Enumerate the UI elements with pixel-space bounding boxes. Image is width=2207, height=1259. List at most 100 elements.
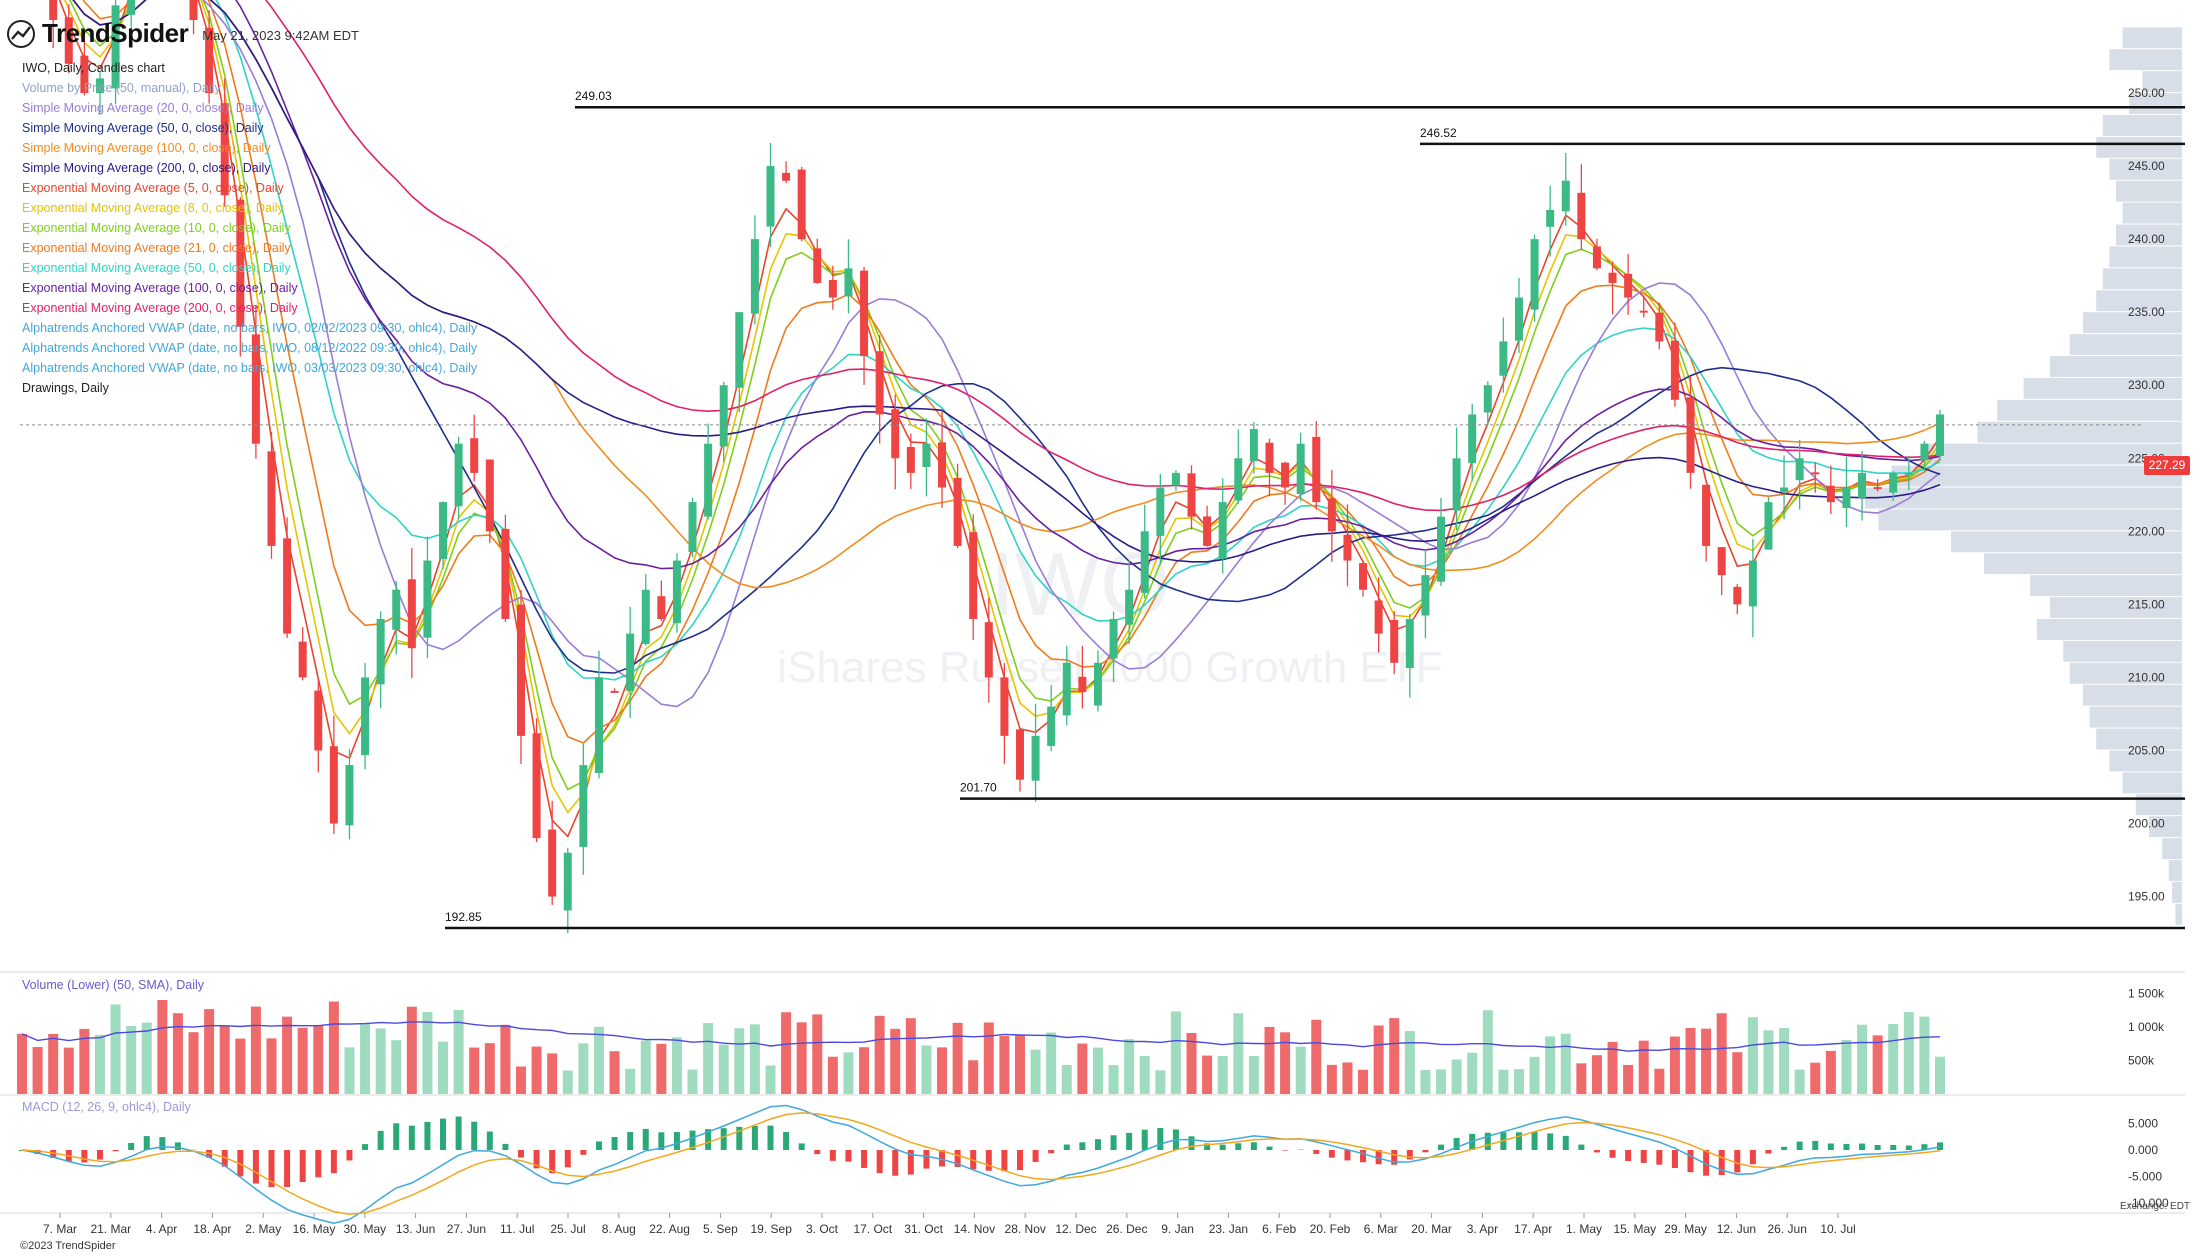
volume-bar bbox=[1482, 1010, 1493, 1094]
vbp-bin bbox=[1891, 465, 2182, 487]
volume-bar bbox=[250, 1006, 261, 1094]
legend-item[interactable]: Exponential Moving Average (50, 0, close… bbox=[22, 261, 291, 275]
vbp-bin bbox=[2089, 706, 2182, 728]
level-label: 201.70 bbox=[960, 781, 997, 795]
macd-histogram-bar bbox=[1110, 1135, 1117, 1150]
candle-body bbox=[1702, 484, 1711, 546]
date-tick-label: 7. Mar bbox=[43, 1222, 77, 1236]
volume-bar bbox=[937, 1047, 948, 1094]
volume-bar bbox=[1825, 1050, 1836, 1094]
candle-body bbox=[766, 166, 775, 227]
volume-bar bbox=[1560, 1033, 1571, 1094]
macd-histogram-bar bbox=[471, 1121, 478, 1150]
volume-bar bbox=[79, 1028, 90, 1094]
volume-bar bbox=[1217, 1056, 1228, 1094]
legend-item[interactable]: Exponential Moving Average (100, 0, clos… bbox=[22, 281, 298, 295]
macd-histogram-bar bbox=[1141, 1129, 1148, 1150]
vbp-bin bbox=[2122, 27, 2182, 49]
legend-item[interactable]: Simple Moving Average (20, 0, close), Da… bbox=[22, 101, 264, 115]
macd-histogram-bar bbox=[1048, 1150, 1055, 1154]
date-tick-label: 28. Nov bbox=[1005, 1222, 1046, 1236]
volume-bar bbox=[671, 1037, 682, 1094]
macd-histogram-bar bbox=[1391, 1150, 1398, 1165]
macd-histogram-bar bbox=[1843, 1143, 1850, 1150]
candle-body bbox=[641, 589, 650, 644]
candle-body bbox=[1733, 586, 1742, 605]
candle-body bbox=[220, 103, 229, 196]
candle-body bbox=[64, 17, 73, 64]
legend-item[interactable]: Exponential Moving Average (200, 0, clos… bbox=[22, 301, 298, 315]
volume-bar bbox=[1498, 1069, 1509, 1094]
volume-bar bbox=[438, 1041, 449, 1094]
candle-body bbox=[797, 169, 806, 240]
date-tick-label: 14. Nov bbox=[954, 1222, 995, 1236]
legend-item[interactable]: Exponential Moving Average (8, 0, close)… bbox=[22, 201, 284, 215]
candle-body bbox=[49, 0, 58, 20]
price-tick-label: 245.00 bbox=[2128, 159, 2165, 173]
candle-body bbox=[1203, 516, 1212, 546]
volume-bar bbox=[609, 1051, 620, 1094]
candle-body bbox=[1858, 472, 1867, 498]
macd-histogram-bar bbox=[1874, 1144, 1881, 1150]
legend-item[interactable]: Simple Moving Average (200, 0, close), D… bbox=[22, 161, 271, 175]
macd-histogram-bar bbox=[50, 1150, 57, 1159]
legend-item[interactable]: Alphatrends Anchored VWAP (date, no bars… bbox=[22, 361, 478, 375]
macd-histogram-bar bbox=[252, 1150, 259, 1184]
macd-histogram-bar bbox=[1484, 1132, 1491, 1150]
volume-bar bbox=[1716, 1013, 1727, 1094]
candle-body bbox=[189, 0, 198, 21]
macd-histogram-bar bbox=[96, 1150, 103, 1160]
candle-body bbox=[1437, 516, 1446, 582]
exchange-label: Exchange: EDT bbox=[2120, 1201, 2191, 1212]
candle-body bbox=[1639, 310, 1648, 313]
candle-body bbox=[1936, 414, 1944, 456]
candle-body bbox=[1514, 297, 1523, 341]
legend-item[interactable]: Exponential Moving Average (10, 0, close… bbox=[22, 221, 291, 235]
macd-histogram-bar bbox=[486, 1131, 493, 1150]
legend-item[interactable]: Exponential Moving Average (5, 0, close)… bbox=[22, 181, 284, 195]
volume-bar bbox=[406, 1006, 417, 1094]
vbp-bin bbox=[2116, 224, 2182, 246]
legend-item[interactable]: Simple Moving Average (100, 0, close), D… bbox=[22, 141, 271, 155]
volume-bar bbox=[1794, 1069, 1805, 1094]
vbp-bin bbox=[2069, 334, 2182, 356]
date-tick-label: 12. Dec bbox=[1055, 1222, 1096, 1236]
candle-body bbox=[563, 852, 572, 911]
legend-item[interactable]: Simple Moving Average (50, 0, close), Da… bbox=[22, 121, 264, 135]
date-tick-label: 26. Jun bbox=[1768, 1222, 1807, 1236]
volume-bar bbox=[859, 1047, 870, 1094]
volume-bar bbox=[1576, 1063, 1587, 1094]
volume-by-price-profile bbox=[1865, 27, 2182, 925]
legend-item[interactable]: Alphatrends Anchored VWAP (date, no bars… bbox=[22, 321, 478, 335]
volume-tick-label: 500k bbox=[2128, 1053, 2155, 1067]
macd-histogram-bar bbox=[1749, 1150, 1756, 1165]
volume-bar bbox=[1654, 1068, 1665, 1094]
date-tick-label: 4. Apr bbox=[146, 1222, 177, 1236]
volume-bar bbox=[890, 1028, 901, 1094]
candle-body bbox=[1078, 676, 1087, 693]
vbp-bin bbox=[2023, 377, 2182, 399]
candle-body bbox=[1374, 600, 1383, 634]
volume-bar bbox=[952, 1022, 963, 1094]
vbp-bin bbox=[2149, 816, 2182, 838]
volume-bar bbox=[110, 1004, 121, 1094]
volume-bar bbox=[32, 1046, 43, 1094]
macd-histogram-bar bbox=[549, 1150, 556, 1174]
legend-item[interactable]: Drawings, Daily bbox=[22, 381, 109, 395]
candle-body bbox=[1312, 436, 1321, 503]
candle-body bbox=[1920, 443, 1929, 460]
vbp-bin bbox=[1984, 553, 2182, 575]
brand-logo[interactable]: TrendSpider bbox=[6, 18, 189, 49]
vbp-bin bbox=[2116, 180, 2182, 202]
legend-item[interactable]: Exponential Moving Average (21, 0, close… bbox=[22, 241, 291, 255]
macd-histogram-bar bbox=[751, 1125, 758, 1150]
volume-bar bbox=[157, 1000, 168, 1094]
legend-item[interactable]: Alphatrends Anchored VWAP (date, no bars… bbox=[22, 341, 478, 355]
candle-body bbox=[205, 27, 214, 94]
legend-item[interactable]: Volume by Price (50, manual), Daily bbox=[22, 81, 221, 95]
macd-histogram-bar bbox=[892, 1150, 899, 1176]
candle-body bbox=[1125, 589, 1134, 625]
volume-bar bbox=[1326, 1064, 1337, 1094]
volume-bar bbox=[1685, 1027, 1696, 1094]
